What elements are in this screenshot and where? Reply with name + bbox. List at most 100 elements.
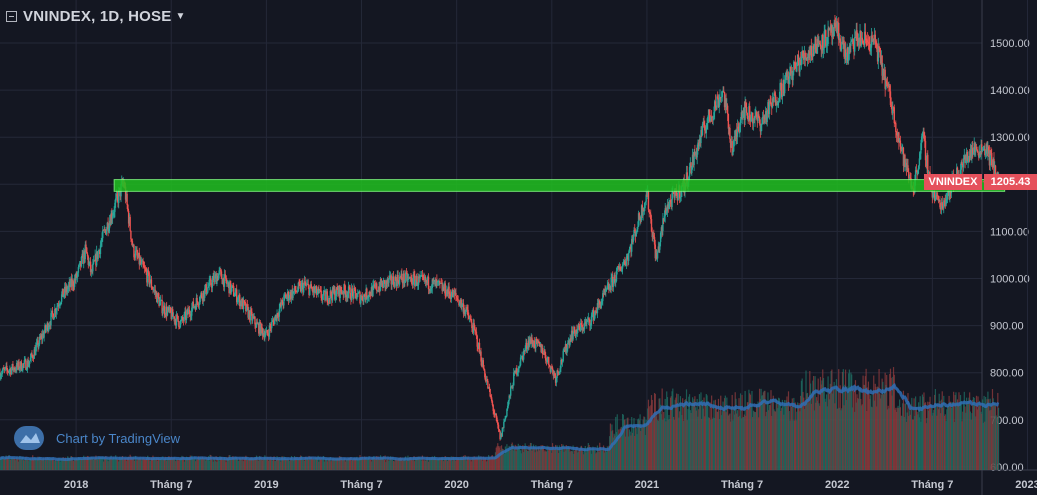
volume-bar bbox=[300, 455, 302, 470]
candle-body bbox=[417, 284, 419, 286]
volume-bar bbox=[87, 456, 89, 470]
volume-bar bbox=[218, 460, 220, 470]
volume-bar bbox=[115, 457, 118, 470]
volume-bar bbox=[207, 456, 210, 470]
candle-body bbox=[740, 112, 743, 120]
candle-body bbox=[191, 301, 194, 308]
volume-bar bbox=[937, 409, 940, 470]
volume-bar bbox=[378, 459, 380, 470]
volume-bar bbox=[738, 398, 740, 470]
volume-bar bbox=[433, 455, 436, 470]
candle-body bbox=[6, 369, 9, 372]
volume-bar bbox=[784, 405, 787, 470]
volume-bar bbox=[691, 403, 693, 470]
volume-bar bbox=[626, 418, 628, 470]
candle-body bbox=[403, 273, 405, 283]
candle-body bbox=[126, 193, 128, 205]
candle-body bbox=[334, 289, 336, 300]
volume-bar bbox=[876, 406, 878, 470]
candle-body bbox=[52, 313, 54, 320]
candle-body bbox=[365, 288, 367, 300]
candle-body bbox=[356, 297, 358, 300]
volume-bar bbox=[449, 459, 452, 470]
candle-body bbox=[991, 165, 994, 168]
volume-bar bbox=[465, 460, 468, 470]
volume-bar bbox=[723, 410, 725, 470]
candle-body bbox=[252, 316, 255, 318]
watermark-text[interactable]: Chart by TradingView bbox=[56, 430, 181, 446]
candle-body bbox=[708, 109, 711, 115]
candle-body bbox=[852, 38, 854, 47]
candle-body bbox=[978, 151, 981, 158]
candle-body bbox=[768, 102, 770, 115]
candle-body bbox=[322, 291, 325, 296]
candle-body bbox=[359, 292, 361, 304]
candle-body bbox=[989, 150, 991, 166]
volume-bar bbox=[328, 459, 330, 470]
candle-body bbox=[378, 286, 380, 292]
volume-bar bbox=[634, 425, 637, 470]
volume-bar bbox=[874, 383, 876, 470]
candle-body bbox=[258, 322, 261, 334]
candle-body bbox=[242, 300, 245, 310]
volume-bar bbox=[86, 459, 88, 470]
candle-body bbox=[666, 211, 668, 214]
candle-body bbox=[521, 355, 523, 357]
candle-body bbox=[701, 124, 704, 136]
volume-bar bbox=[764, 390, 766, 470]
candle-body bbox=[822, 48, 825, 51]
candle-body bbox=[247, 306, 249, 318]
candle-body bbox=[726, 105, 728, 108]
candle-body bbox=[92, 260, 95, 264]
volume-bar bbox=[846, 386, 848, 470]
volume-bar bbox=[516, 445, 518, 470]
candle-body bbox=[345, 294, 348, 298]
tradingview-watermark[interactable]: Chart by TradingView bbox=[14, 426, 180, 450]
candle-body bbox=[544, 350, 546, 356]
candle-body bbox=[471, 328, 474, 333]
candle-body bbox=[65, 286, 67, 293]
candle-body bbox=[669, 200, 672, 203]
candle-body bbox=[715, 107, 717, 109]
candle-body bbox=[174, 319, 176, 322]
volume-bar bbox=[780, 410, 782, 470]
volume-bar bbox=[637, 419, 639, 470]
volume-bar bbox=[682, 398, 684, 470]
volume-bar bbox=[911, 419, 914, 470]
volume-bar bbox=[836, 408, 838, 470]
volume-bar bbox=[919, 396, 921, 470]
collapse-icon[interactable] bbox=[6, 11, 17, 22]
candle-body bbox=[904, 154, 906, 167]
candle-body bbox=[726, 105, 729, 114]
candle-body bbox=[340, 286, 342, 292]
symbol-title[interactable]: VNINDEX, 1D, HOSE bbox=[23, 8, 172, 25]
candle-body bbox=[830, 25, 832, 31]
volume-bar bbox=[444, 456, 446, 470]
volume-bar bbox=[179, 458, 181, 470]
candle-body bbox=[149, 279, 152, 283]
chart-header[interactable]: VNINDEX, 1D, HOSE ▼ bbox=[6, 8, 186, 25]
volume-bar bbox=[584, 445, 586, 470]
candle-body bbox=[616, 267, 618, 271]
volume-bar bbox=[459, 459, 461, 470]
candle-body bbox=[535, 338, 537, 348]
volume-bar bbox=[140, 460, 143, 470]
volume-bar bbox=[23, 460, 25, 470]
caret-down-icon[interactable]: ▼ bbox=[175, 11, 186, 22]
candle-body bbox=[371, 287, 373, 297]
volume-bar bbox=[869, 398, 871, 470]
candle-body bbox=[742, 113, 744, 118]
candle-body bbox=[267, 333, 270, 337]
candle-body bbox=[362, 300, 364, 302]
candle-body bbox=[601, 301, 603, 303]
volume-bar bbox=[888, 408, 890, 470]
candle-body bbox=[427, 276, 430, 290]
volume-bar bbox=[831, 369, 833, 470]
candle-body bbox=[351, 288, 354, 292]
volume-bar bbox=[968, 397, 970, 470]
candle-body bbox=[325, 293, 327, 301]
candle-body bbox=[210, 278, 212, 286]
candle-body bbox=[815, 36, 817, 52]
candle-body bbox=[151, 287, 153, 290]
